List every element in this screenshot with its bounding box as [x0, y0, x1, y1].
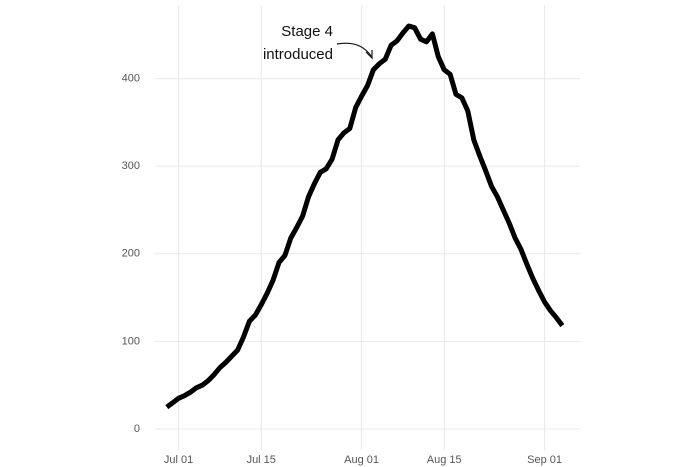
y-tick-label: 300 — [122, 160, 140, 172]
annotation: introduced — [263, 46, 333, 63]
annotation: Stage 4 — [281, 23, 333, 40]
x-tick-label: Jul 15 — [247, 454, 276, 466]
annotation-arrow — [336, 42, 372, 57]
plot: 0 100 200 300 400 Jul 01 Jul 15 Aug 01 Aug 15 Sep… — [122, 5, 580, 466]
x-tick-label: Aug 01 — [344, 454, 379, 466]
annotation-arrowhead — [365, 50, 373, 60]
line — [165, 23, 565, 410]
y-tick-label: 100 — [122, 335, 140, 347]
x-tick-label: Sep 01 — [527, 454, 562, 466]
y-tick-label: 200 — [122, 248, 140, 260]
y-tick-label: 400 — [122, 72, 140, 84]
x-tick-label: Jul 01 — [164, 454, 193, 466]
x-tick-label: Aug 15 — [427, 454, 462, 466]
y-tick-label: 0 — [134, 423, 140, 435]
